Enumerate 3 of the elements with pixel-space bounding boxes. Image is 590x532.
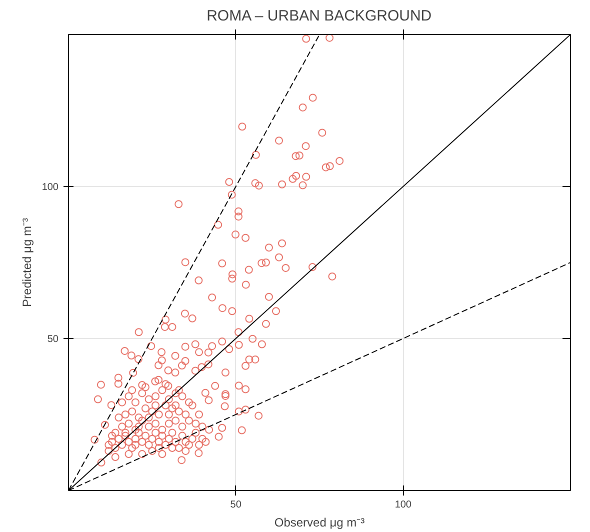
x-axis-title: Observed μg m⁻³	[274, 516, 365, 530]
chart-title: ROMA – URBAN BACKGROUND	[206, 8, 432, 24]
y-axis-title: Predicted μg m⁻³	[20, 218, 34, 307]
